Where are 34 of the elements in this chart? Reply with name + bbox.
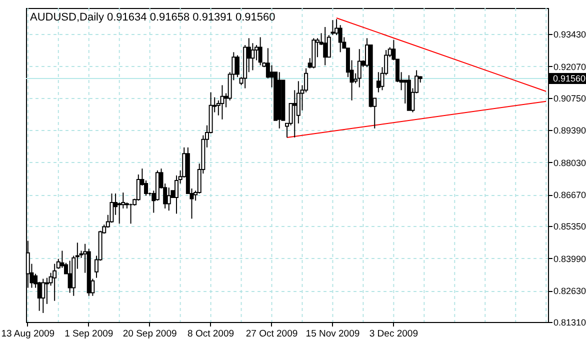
candlestick [258,36,262,66]
x-tick-label: 15 Nov 2009 [306,328,360,340]
candlestick [292,90,297,138]
candlestick [174,174,179,214]
y-tick-label: 0.93430 [554,30,586,40]
y-tick-label: 0.83990 [554,254,586,264]
candlestick [166,187,171,212]
y-tick-label: 0.90750 [554,93,586,104]
candlestick [323,26,328,66]
candlestick [220,84,224,120]
y-tick-label: 0.92070 [554,62,586,72]
y-tick-label: 0.89390 [554,126,586,136]
y-tick-label: 0.88030 [554,158,586,168]
x-tick-label: 27 Oct 2009 [246,328,298,340]
candlestick [52,263,57,302]
x-tick-label: 1 Sep 2009 [64,328,114,340]
candlestick [110,193,114,224]
candlestick [357,48,362,88]
x-tick-label: 8 Oct 2009 [188,328,234,340]
x-tick-label: 13 Aug 2009 [1,328,55,340]
candlestick [235,54,240,78]
candlestick [44,277,49,304]
y-tick-label: 0.82630 [554,286,586,296]
candlestick [250,42,255,71]
chart-title: AUDUSD,Daily 0.91634 0.91658 0.91391 0.91560 [30,12,276,24]
x-tick-label: 20 Sep 2009 [122,328,177,340]
candlestick [330,20,335,36]
y-tick-label: 0.85350 [554,222,586,232]
y-tick-label: 0.86670 [554,190,586,200]
ref-line-label: 0.91560 [553,74,586,84]
y-tick-label: 0.81310 [554,318,586,328]
x-tick-label: 3 Dec 2009 [369,328,418,340]
candlestick [41,278,46,314]
candlestick [117,202,122,224]
